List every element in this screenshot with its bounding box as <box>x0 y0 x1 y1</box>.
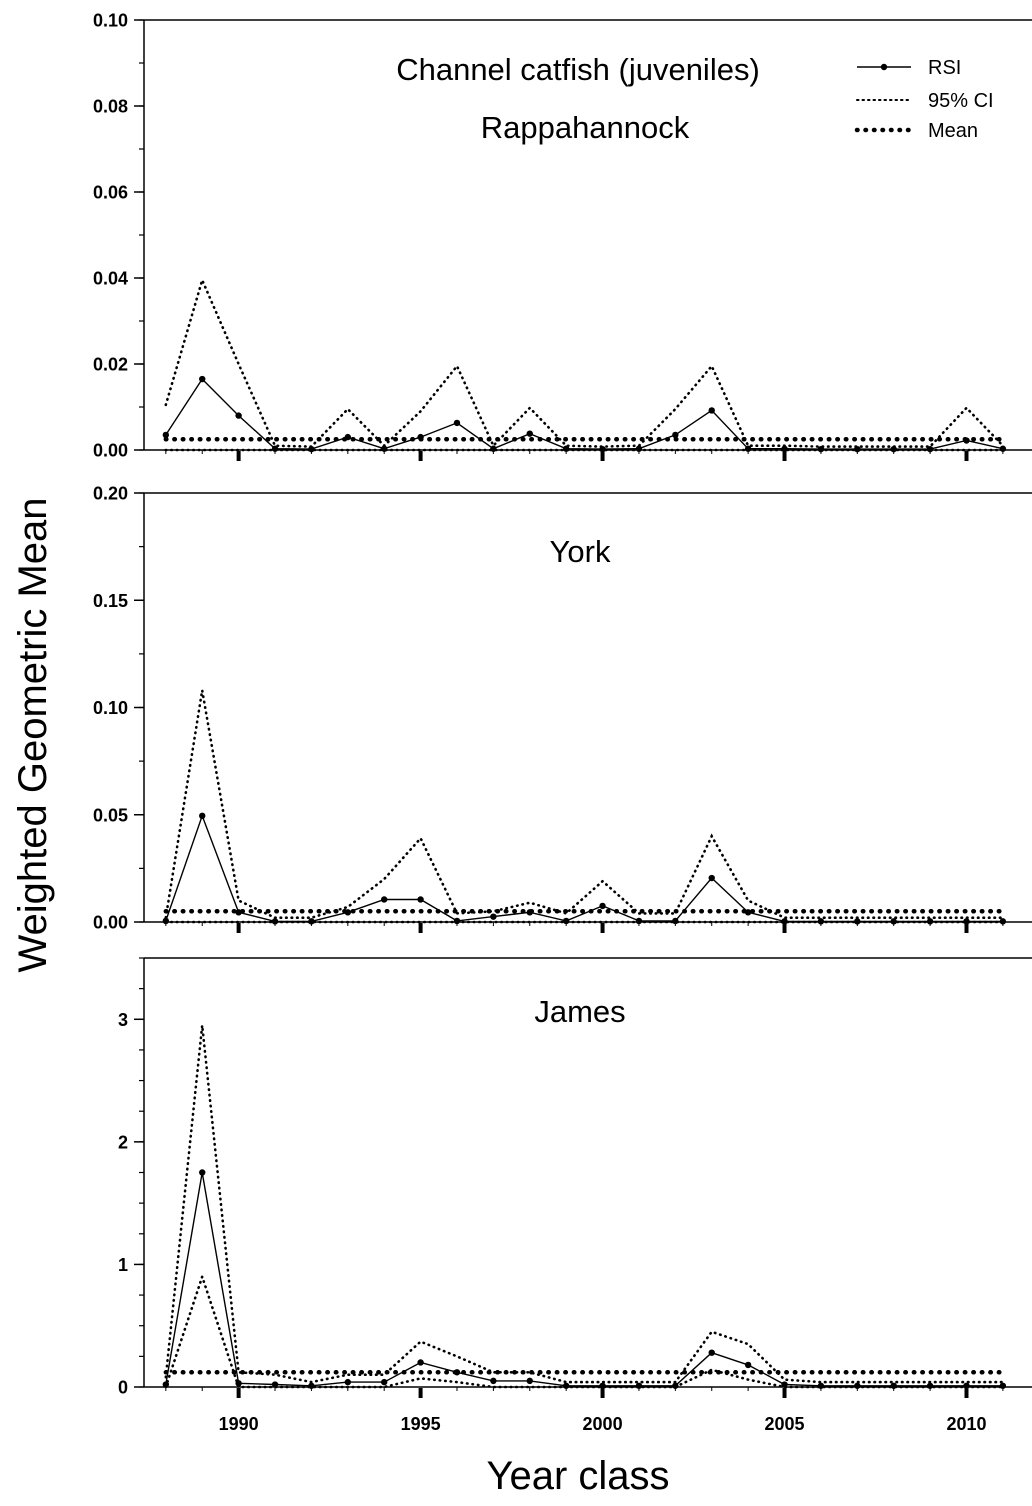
legend: RSI 95% CI Mean <box>854 57 994 142</box>
york-rsi-point <box>490 913 497 920</box>
rappahannock-rsi-point <box>199 375 206 383</box>
york-rsi-point <box>199 812 206 820</box>
panel-york: 0.00 0.05 0.10 0.15 0.20 York <box>93 484 1032 933</box>
james-rsi-point <box>199 1169 206 1176</box>
york-y-tick-label: 0.05 <box>93 805 128 825</box>
legend-rsi-marker <box>880 63 888 71</box>
rappahannock-y-tick-label: 0.06 <box>93 183 128 203</box>
panel-title-rappahannock: Channel catfish (juveniles) <box>396 52 760 87</box>
legend-label-rsi: RSI <box>928 57 961 79</box>
james-y-tick-label: 3 <box>118 1010 128 1030</box>
rappahannock-y-tick-label: 0.00 <box>93 441 128 461</box>
james-rsi-point <box>162 1381 170 1388</box>
rappahannock-rsi-point <box>781 445 788 452</box>
x-tick-label: 1990 <box>219 1414 259 1434</box>
rappahannock-rsi-point <box>708 407 715 414</box>
x-tick-label: 2000 <box>583 1414 623 1434</box>
rappahannock-y-tick-label: 0.10 <box>93 11 128 31</box>
james-rsi-point <box>380 1378 388 1386</box>
x-tick-label: 2010 <box>946 1414 986 1434</box>
james-rsi-point <box>271 1381 279 1388</box>
james-ci-upper-line <box>164 1025 1005 1384</box>
james-y-tick-label: 2 <box>118 1132 128 1152</box>
york-y-tick-label: 0.15 <box>93 591 128 611</box>
york-rsi-point <box>599 902 606 910</box>
legend-label-ci: 95% CI <box>928 90 994 112</box>
legend-label-mean: Mean <box>928 120 978 142</box>
york-rsi-point <box>380 896 388 903</box>
x-axis-ticks: 1990 1995 2000 2005 2010 <box>219 1414 987 1434</box>
james-rsi-point <box>526 1377 533 1385</box>
rappahannock-rsi-point <box>672 431 679 439</box>
panel-subtitle-york: York <box>550 534 611 569</box>
james-rsi-point <box>417 1359 424 1366</box>
rappahannock-rsi-point <box>162 431 170 439</box>
x-axis-title: Year class <box>486 1454 669 1498</box>
york-rsi-point <box>708 874 715 882</box>
york-rsi-point <box>344 909 352 916</box>
y-axis-title: Weighted Geometric Mean <box>11 497 55 972</box>
james-rsi-point <box>344 1378 352 1386</box>
rappahannock-ci-upper-line <box>164 276 1005 448</box>
rappahannock-rsi-point <box>526 430 533 437</box>
james-rsi-point <box>235 1380 242 1387</box>
rappahannock-y-tick-label: 0.04 <box>93 269 128 289</box>
york-ci-upper-line <box>164 690 1005 920</box>
panel-james: 0 1 2 3 James <box>118 957 1032 1398</box>
york-y-tick-label: 0.10 <box>93 698 128 718</box>
rappahannock-y-tick-label: 0.08 <box>93 97 128 117</box>
rappahannock-rsi-point <box>344 433 352 441</box>
rappahannock-rsi-point <box>963 437 970 444</box>
york-rsi-point <box>417 896 424 903</box>
james-rsi-point <box>708 1349 715 1356</box>
panel-subtitle-rappahannock: Rappahannock <box>481 110 690 145</box>
rappahannock-rsi-point <box>417 433 424 441</box>
james-rsi-point <box>490 1377 497 1385</box>
james-y-tick-label: 0 <box>118 1378 128 1398</box>
james-rsi-line <box>165 1172 1003 1387</box>
rappahannock-rsi-line <box>165 377 1004 450</box>
rappahannock-rsi-point <box>235 412 242 419</box>
james-y-tick-label: 1 <box>118 1255 128 1275</box>
james-rsi-point <box>453 1369 461 1376</box>
york-rsi-point <box>526 909 533 916</box>
york-rsi-point <box>744 909 752 916</box>
james-rsi-point <box>744 1361 752 1369</box>
rappahannock-rsi-point <box>453 419 461 427</box>
york-rsi-point <box>235 909 242 916</box>
james-rsi-point <box>781 1381 788 1388</box>
x-tick-label: 1995 <box>401 1414 441 1434</box>
york-y-tick-label: 0.00 <box>93 913 128 933</box>
york-y-tick-label: 0.20 <box>93 484 128 504</box>
rappahannock-y-tick-label: 0.02 <box>93 355 128 375</box>
panel-subtitle-james: James <box>534 994 625 1029</box>
panel-rappahannock: 0.00 0.02 0.04 0.06 0.08 0.10 Channel catfish… <box>93 11 1032 461</box>
x-tick-label: 2005 <box>765 1414 805 1434</box>
